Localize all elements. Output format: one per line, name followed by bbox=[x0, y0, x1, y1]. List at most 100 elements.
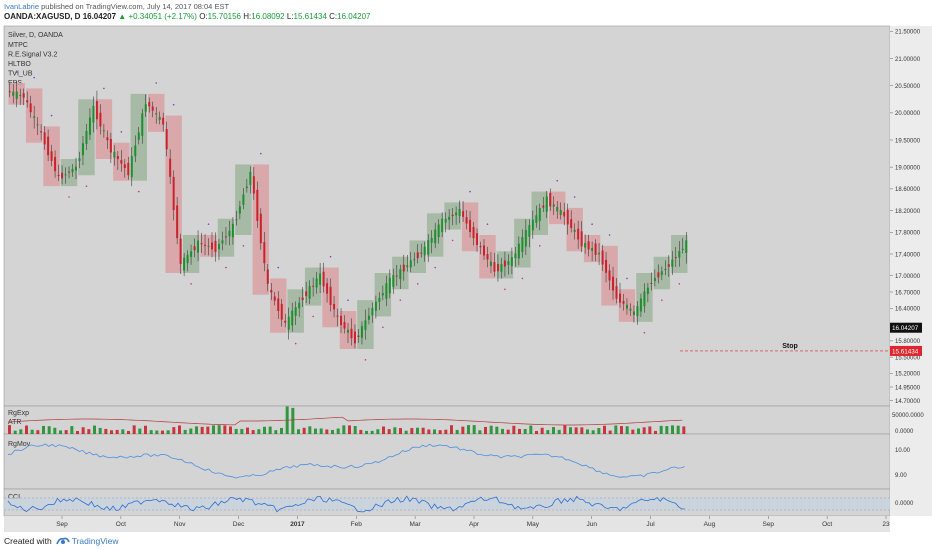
candle-body bbox=[343, 321, 346, 329]
volume-bar bbox=[348, 425, 351, 434]
fractal-dot bbox=[225, 266, 227, 269]
indicator-label: R.E.Signal V3.2 bbox=[8, 52, 58, 59]
volume-panel-label: RgExp bbox=[8, 410, 29, 417]
volume-bar bbox=[546, 430, 550, 434]
symbol-name[interactable]: OANDA:XAGUSD, D bbox=[4, 12, 81, 21]
volume-bar bbox=[138, 428, 142, 434]
volume-bar bbox=[172, 427, 176, 434]
created-with-text: Created with bbox=[4, 536, 52, 546]
candle-body bbox=[40, 131, 43, 133]
time-tick-label: Jun bbox=[586, 521, 597, 528]
volume-bar bbox=[574, 427, 578, 434]
volume-bar bbox=[144, 425, 147, 434]
tradingview-brand[interactable]: TradingView bbox=[71, 536, 119, 546]
price-tick-label: 20.00000 bbox=[895, 111, 921, 117]
candle-body bbox=[538, 208, 541, 221]
candle-body bbox=[308, 285, 311, 299]
candle-body bbox=[399, 269, 402, 280]
price-tick-label: 18.20000 bbox=[895, 209, 921, 215]
candle-body bbox=[619, 293, 621, 303]
candle-body bbox=[552, 204, 555, 207]
price-chart[interactable]: 21.50000 21.00000 20.50000 20.00000 19.50000… bbox=[0, 0, 932, 532]
candle-body bbox=[559, 209, 562, 216]
candle-body bbox=[8, 91, 11, 93]
volume-bar bbox=[166, 430, 170, 434]
volume-bar bbox=[132, 425, 136, 434]
candle-body bbox=[580, 231, 583, 247]
volume-bar bbox=[563, 425, 567, 434]
candle-body bbox=[486, 254, 489, 260]
volume-bar bbox=[189, 428, 193, 434]
candle-body bbox=[639, 298, 642, 312]
volume-bar bbox=[319, 428, 323, 434]
candle-body bbox=[15, 91, 18, 100]
price-tick-label: 14.70000 bbox=[895, 399, 921, 405]
volume-bar bbox=[399, 428, 402, 434]
volume-bar bbox=[104, 428, 108, 434]
publish-line: IvanLabrie published on TradingView.com,… bbox=[4, 2, 229, 11]
candle-body bbox=[608, 270, 611, 281]
candle-body bbox=[444, 218, 447, 223]
price-tick-label: 19.50000 bbox=[895, 138, 921, 144]
volume-bar bbox=[240, 428, 244, 434]
candle-body bbox=[430, 237, 433, 243]
volume-bar bbox=[523, 429, 527, 434]
candle-body bbox=[503, 260, 506, 267]
candle-body bbox=[612, 276, 615, 291]
volume-bar bbox=[421, 427, 425, 434]
candle-body bbox=[353, 331, 356, 344]
candle-body bbox=[123, 164, 126, 169]
volume-bar bbox=[81, 427, 85, 434]
candle-body bbox=[36, 124, 39, 126]
candle-body bbox=[388, 277, 391, 294]
fractal-dot bbox=[538, 245, 541, 247]
volume-bar bbox=[427, 429, 431, 434]
volume-bar bbox=[404, 430, 408, 434]
volume-bar bbox=[552, 427, 555, 434]
fractal-dot bbox=[33, 76, 35, 79]
up-arrow-icon: ▲ bbox=[118, 12, 127, 21]
candle-body bbox=[172, 176, 175, 211]
author-link[interactable]: IvanLabrie bbox=[4, 2, 40, 11]
rgmov-line bbox=[7, 443, 685, 479]
candle-body bbox=[594, 243, 597, 255]
candle-body bbox=[106, 137, 109, 141]
candle-body bbox=[137, 132, 140, 140]
fractal-dot bbox=[643, 331, 646, 334]
volume-bar bbox=[115, 429, 119, 434]
cci-panel-label: CCI bbox=[8, 494, 20, 501]
candle-body bbox=[570, 219, 573, 228]
candle-body bbox=[162, 117, 165, 125]
candle-body bbox=[217, 243, 220, 250]
candle-body bbox=[517, 243, 520, 259]
volume-bar bbox=[444, 429, 448, 434]
candle-body bbox=[395, 275, 398, 277]
candle-body bbox=[584, 243, 587, 248]
candle-body bbox=[357, 335, 360, 337]
volume-bar bbox=[161, 430, 164, 434]
candle-body bbox=[165, 129, 168, 150]
candle-body bbox=[214, 240, 217, 252]
volume-bar bbox=[42, 425, 45, 434]
candle-body bbox=[221, 240, 224, 244]
candle-body bbox=[671, 259, 674, 267]
volume-bar bbox=[631, 429, 635, 434]
volume-average-line bbox=[7, 416, 683, 426]
chart-header: IvanLabrie published on TradingView.com,… bbox=[0, 0, 932, 26]
candle-body bbox=[33, 116, 36, 118]
candle-body bbox=[280, 303, 283, 320]
candle-body bbox=[566, 209, 569, 225]
volume-bar bbox=[359, 429, 363, 434]
price-tick-label: 16.40000 bbox=[895, 307, 921, 313]
volume-bar bbox=[353, 426, 357, 434]
volume-bar bbox=[70, 426, 74, 434]
candle-body bbox=[29, 103, 32, 113]
time-tick-label: Nov bbox=[174, 521, 186, 528]
volume-bar bbox=[529, 425, 533, 434]
volume-bar bbox=[47, 426, 51, 434]
indicator-label: HLTBO bbox=[8, 61, 31, 68]
rgmov-panel-label: RgMov bbox=[8, 441, 31, 448]
candle-body bbox=[469, 219, 472, 233]
candle-body bbox=[657, 272, 660, 278]
fractal-dot bbox=[120, 131, 123, 133]
